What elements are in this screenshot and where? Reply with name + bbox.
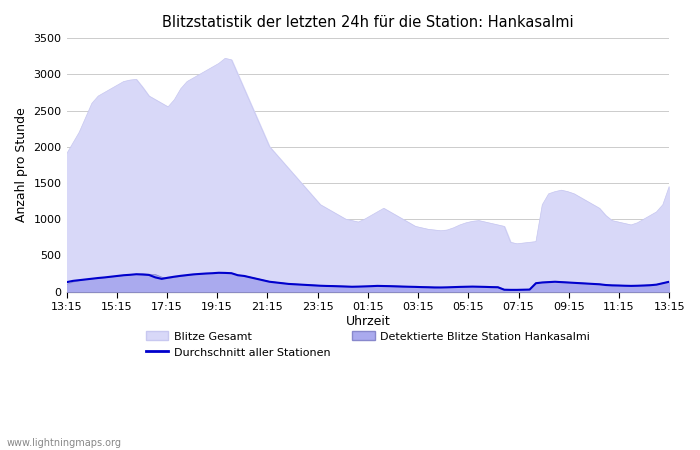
Legend: Blitze Gesamt, Durchschnitt aller Stationen, Detektierte Blitze Station Hankasal: Blitze Gesamt, Durchschnitt aller Statio… <box>141 327 594 362</box>
X-axis label: Uhrzeit: Uhrzeit <box>346 315 390 328</box>
Y-axis label: Anzahl pro Stunde: Anzahl pro Stunde <box>15 108 28 222</box>
Title: Blitzstatistik der letzten 24h für die Station: Hankasalmi: Blitzstatistik der letzten 24h für die S… <box>162 15 574 30</box>
Text: www.lightningmaps.org: www.lightningmaps.org <box>7 438 122 448</box>
